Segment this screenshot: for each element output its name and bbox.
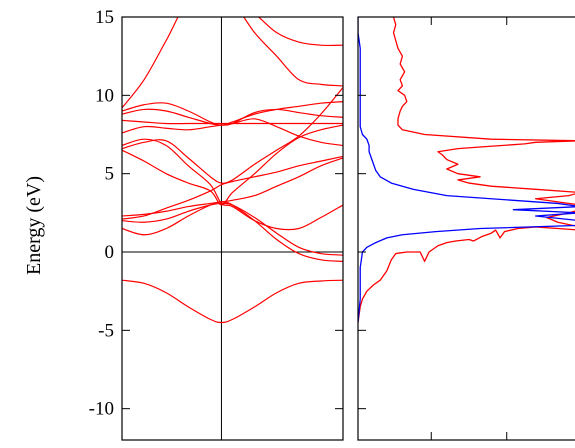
y-tick-label: 5 xyxy=(105,164,115,185)
dos-frame xyxy=(357,16,575,441)
y-tick-label: 0 xyxy=(105,242,115,263)
energy-tick-labels: 15 10 5 0 -5 -10 xyxy=(89,7,114,420)
band-line-4 xyxy=(122,157,343,217)
y-tick-label: 15 xyxy=(95,7,114,28)
band-line-8 xyxy=(122,87,343,184)
band-line-11 xyxy=(122,101,343,126)
y-tick-label: -5 xyxy=(98,320,114,341)
dos-partial-line xyxy=(358,17,575,323)
band-line-5 xyxy=(122,155,343,220)
y-axis-label: Energy (eV) xyxy=(23,176,45,275)
dos-plot-area xyxy=(358,17,575,323)
band-line-13 xyxy=(122,17,179,109)
dos-total-line xyxy=(358,17,575,323)
band-structure-plot-area xyxy=(122,17,343,440)
band-line-6 xyxy=(122,124,343,206)
band-line-15 xyxy=(243,17,343,87)
band-line-3 xyxy=(122,202,343,256)
band-line-14 xyxy=(257,17,343,47)
band-structure-frame xyxy=(121,16,344,441)
band-line-10 xyxy=(122,108,343,126)
dos-panel xyxy=(357,16,575,441)
y-tick-label: -10 xyxy=(89,399,114,420)
band-line-1 xyxy=(122,279,343,324)
y-tick-label: 10 xyxy=(95,85,114,106)
band-line-12 xyxy=(122,119,343,125)
band-structure-panel: 15 10 5 0 -5 -10 xyxy=(89,7,344,441)
band-line-2 xyxy=(122,201,343,262)
band-structure-ticks xyxy=(122,16,343,410)
band-line-7 xyxy=(122,138,343,231)
